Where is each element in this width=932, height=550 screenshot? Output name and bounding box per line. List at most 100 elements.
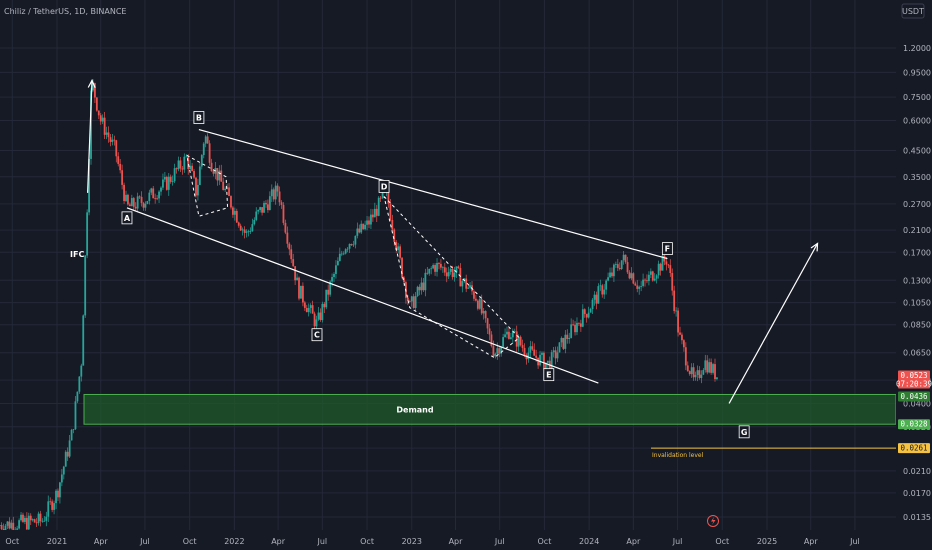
candle-body bbox=[642, 279, 644, 286]
candle-body bbox=[443, 267, 446, 273]
candle-body bbox=[414, 296, 417, 309]
candle-body bbox=[706, 360, 709, 373]
candle-body bbox=[315, 319, 318, 327]
time-tick-label: 2024 bbox=[579, 537, 599, 546]
time-tick-label: Apr bbox=[271, 537, 286, 546]
price-tick-label: 0.1700 bbox=[903, 248, 931, 257]
wave-label-box-C bbox=[311, 328, 323, 342]
price-axis[interactable] bbox=[896, 0, 932, 530]
candle-body bbox=[576, 322, 578, 333]
lightning-icon[interactable] bbox=[707, 515, 719, 527]
lightning-icon-bolt[interactable] bbox=[711, 517, 716, 525]
candle-body bbox=[457, 266, 460, 269]
candle-body bbox=[451, 268, 454, 278]
price-tick-label: 0.9500 bbox=[903, 68, 931, 77]
candle-body bbox=[10, 522, 13, 529]
candle-body bbox=[74, 401, 77, 430]
candle-body bbox=[434, 265, 436, 272]
candle-body bbox=[140, 196, 143, 203]
candle-body bbox=[572, 324, 574, 326]
candle-body bbox=[616, 264, 619, 268]
candle-body bbox=[508, 331, 510, 339]
candle-body bbox=[4, 525, 7, 532]
candle-body bbox=[533, 349, 536, 356]
time-tick-label: 2021 bbox=[47, 537, 67, 546]
candle-body bbox=[323, 303, 326, 308]
candle-body bbox=[480, 299, 483, 314]
candle-body bbox=[406, 297, 409, 302]
candle-body bbox=[268, 196, 271, 211]
candle-body bbox=[665, 261, 668, 265]
candle-body bbox=[86, 212, 89, 256]
candle-body bbox=[251, 224, 254, 232]
price-badge-value: 0.0523 bbox=[900, 371, 927, 380]
candle-body bbox=[626, 262, 629, 273]
candle-body bbox=[690, 367, 693, 375]
candle-body bbox=[696, 370, 699, 375]
time-axis[interactable] bbox=[0, 530, 932, 550]
symbol-title[interactable]: Chiliz / TetherUS, 1D, BINANCE bbox=[4, 7, 126, 16]
candle-body bbox=[263, 202, 265, 213]
candle-body bbox=[387, 187, 390, 204]
candle-body bbox=[138, 196, 141, 198]
price-tick-label: 0.0650 bbox=[903, 349, 931, 358]
candle-body bbox=[241, 229, 244, 231]
candle-body bbox=[18, 520, 20, 529]
candle-body bbox=[101, 117, 104, 122]
candle-body bbox=[420, 282, 423, 291]
candle-body bbox=[679, 332, 681, 335]
candle-body bbox=[43, 520, 46, 522]
upper-trendline bbox=[198, 128, 668, 260]
candle-body bbox=[115, 140, 118, 157]
currency-button-frame[interactable] bbox=[901, 3, 925, 19]
candle-body bbox=[255, 211, 258, 220]
candle-body bbox=[282, 204, 285, 223]
price-tick-label: 0.3500 bbox=[903, 173, 931, 182]
candle-body bbox=[714, 364, 716, 380]
candle-body bbox=[243, 229, 246, 233]
candle-body bbox=[20, 514, 22, 521]
candle-body bbox=[212, 171, 215, 174]
candle-body bbox=[191, 165, 193, 171]
candle-body bbox=[581, 309, 584, 327]
candle-body bbox=[336, 260, 339, 266]
candle-body bbox=[535, 355, 538, 358]
candle-body bbox=[449, 268, 452, 272]
candle-body bbox=[134, 206, 137, 209]
candle-body bbox=[595, 294, 598, 304]
candle-body bbox=[344, 249, 347, 254]
candle-body bbox=[175, 168, 178, 170]
candle-body bbox=[556, 352, 559, 359]
currency-button[interactable]: USDT bbox=[901, 3, 925, 19]
candle-body bbox=[585, 314, 588, 318]
candle-body bbox=[418, 286, 421, 291]
candle-body bbox=[704, 360, 707, 370]
candle-body bbox=[673, 290, 676, 312]
candle-body bbox=[391, 219, 394, 230]
demand-zone: Demand Invalidation level bbox=[83, 393, 897, 459]
candle-body bbox=[426, 272, 429, 274]
candle-body bbox=[232, 207, 234, 215]
candle-body bbox=[381, 192, 384, 198]
price-tick-label: 0.0170 bbox=[903, 489, 931, 498]
candle-body bbox=[24, 517, 26, 522]
candle-body bbox=[117, 156, 120, 164]
currency-button-label[interactable]: USDT bbox=[902, 7, 924, 16]
candle-body bbox=[546, 360, 549, 363]
ifc-arrowhead bbox=[87, 79, 96, 88]
candle-body bbox=[496, 348, 499, 354]
candle-body bbox=[265, 202, 267, 205]
price-tick-label: 0.0210 bbox=[903, 467, 931, 476]
candle-body bbox=[173, 168, 176, 182]
candle-body bbox=[412, 296, 415, 309]
time-tick-label: Jul bbox=[494, 537, 505, 546]
candle-body bbox=[148, 192, 151, 202]
wave-label-box-G bbox=[738, 425, 750, 439]
candle-body bbox=[78, 376, 81, 392]
candle-body bbox=[350, 244, 353, 245]
wave-label-box-D bbox=[378, 180, 390, 193]
candle-body bbox=[525, 354, 528, 360]
lightning-icon-ring[interactable] bbox=[707, 515, 719, 527]
